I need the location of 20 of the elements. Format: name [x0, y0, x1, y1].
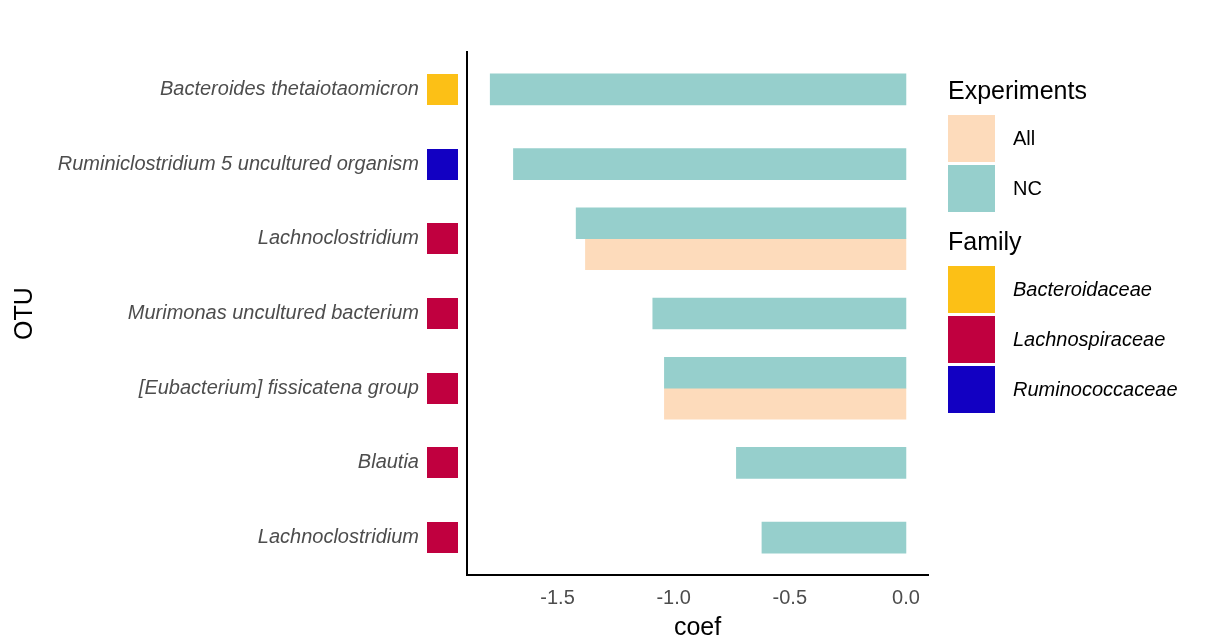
legend-label: Lachnospiraceae: [1013, 327, 1166, 351]
legend-title: Experiments: [948, 76, 1087, 105]
y-axis-title: OTU: [8, 287, 37, 340]
y-tick-label: Ruminiclostridium 5 uncultured organism: [57, 151, 419, 174]
y-tick-label: Murimonas uncultured bacterium: [127, 301, 419, 324]
y-tick-label: [Eubacterium] fissicatena group: [137, 375, 419, 398]
x-tick-label: 0.0: [892, 585, 920, 608]
legend-label: Ruminococcaceae: [1013, 377, 1178, 401]
legend-title: Family: [948, 227, 1023, 256]
y-tick-label: Bacteroides thetaiotaomicron: [159, 76, 419, 99]
x-axis-title: coef: [673, 611, 722, 640]
y-tick-label: Blautia: [357, 450, 419, 473]
legend-label: Bacteroidaceae: [1013, 277, 1152, 301]
legend-label: All: [1013, 126, 1036, 150]
x-tick-label: -1.0: [656, 585, 691, 608]
y-tick-label: Lachnoclostridium: [257, 226, 419, 249]
legend-label: NC: [1013, 176, 1042, 200]
x-tick-label: -1.5: [540, 585, 575, 608]
y-tick-label: Lachnoclostridium: [257, 525, 419, 548]
x-tick-label: -0.5: [772, 585, 808, 608]
